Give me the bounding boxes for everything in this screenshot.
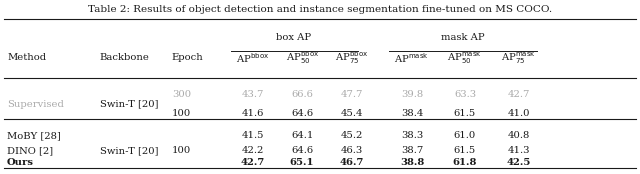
Text: 41.0: 41.0: [508, 109, 530, 118]
Text: 38.8: 38.8: [400, 159, 424, 167]
Text: 63.3: 63.3: [454, 90, 476, 99]
Text: 66.6: 66.6: [291, 90, 313, 99]
Text: 61.8: 61.8: [452, 159, 477, 167]
Text: 38.4: 38.4: [401, 109, 423, 118]
Text: 64.6: 64.6: [291, 109, 313, 118]
Text: 64.6: 64.6: [291, 146, 313, 155]
Text: mask AP: mask AP: [441, 33, 485, 42]
Text: Swin-T [20]: Swin-T [20]: [100, 100, 158, 109]
Text: AP$^{\rm mask}_{50}$: AP$^{\rm mask}_{50}$: [447, 49, 483, 66]
Text: 41.3: 41.3: [508, 146, 530, 155]
Text: 61.5: 61.5: [454, 109, 476, 118]
Text: AP$^{\rm bbox}_{50}$: AP$^{\rm bbox}_{50}$: [285, 49, 319, 66]
Text: 39.8: 39.8: [401, 90, 423, 99]
Text: DINO [2]: DINO [2]: [7, 146, 53, 155]
Text: 41.6: 41.6: [242, 109, 264, 118]
Text: 64.1: 64.1: [291, 131, 314, 140]
Text: 61.0: 61.0: [454, 131, 476, 140]
Text: AP$^{\rm bbox}_{75}$: AP$^{\rm bbox}_{75}$: [335, 49, 369, 66]
Text: 46.7: 46.7: [340, 159, 364, 167]
Text: MoBY [28]: MoBY [28]: [7, 131, 61, 140]
Text: Swin-T [20]: Swin-T [20]: [100, 146, 158, 155]
Text: 38.3: 38.3: [401, 131, 423, 140]
Text: 45.2: 45.2: [340, 131, 363, 140]
Text: 61.5: 61.5: [454, 146, 476, 155]
Text: 42.5: 42.5: [506, 159, 531, 167]
Text: Epoch: Epoch: [172, 53, 204, 62]
Text: Ours: Ours: [7, 159, 34, 167]
Text: 38.7: 38.7: [401, 146, 423, 155]
Text: 42.7: 42.7: [241, 159, 265, 167]
Text: AP$^{\rm mask}$: AP$^{\rm mask}$: [394, 51, 429, 65]
Text: 43.7: 43.7: [242, 90, 264, 99]
Text: 45.4: 45.4: [340, 109, 363, 118]
Text: 42.7: 42.7: [508, 90, 530, 99]
Text: 47.7: 47.7: [340, 90, 363, 99]
Text: 100: 100: [172, 109, 191, 118]
Text: 300: 300: [172, 90, 191, 99]
Text: Backbone: Backbone: [100, 53, 150, 62]
Text: AP$^{\rm mask}_{75}$: AP$^{\rm mask}_{75}$: [501, 49, 536, 66]
Text: AP$^{\rm bbox}$: AP$^{\rm bbox}$: [236, 51, 269, 65]
Text: Method: Method: [7, 53, 46, 62]
Text: 40.8: 40.8: [508, 131, 530, 140]
Text: Supervised: Supervised: [7, 100, 64, 109]
Text: 41.5: 41.5: [242, 131, 264, 140]
Text: Table 2: Results of object detection and instance segmentation fine-tuned on MS : Table 2: Results of object detection and…: [88, 5, 552, 14]
Text: 65.1: 65.1: [290, 159, 314, 167]
Text: box AP: box AP: [276, 33, 311, 42]
Text: 46.3: 46.3: [341, 146, 363, 155]
Text: 100: 100: [172, 146, 191, 155]
Text: 42.2: 42.2: [242, 146, 264, 155]
